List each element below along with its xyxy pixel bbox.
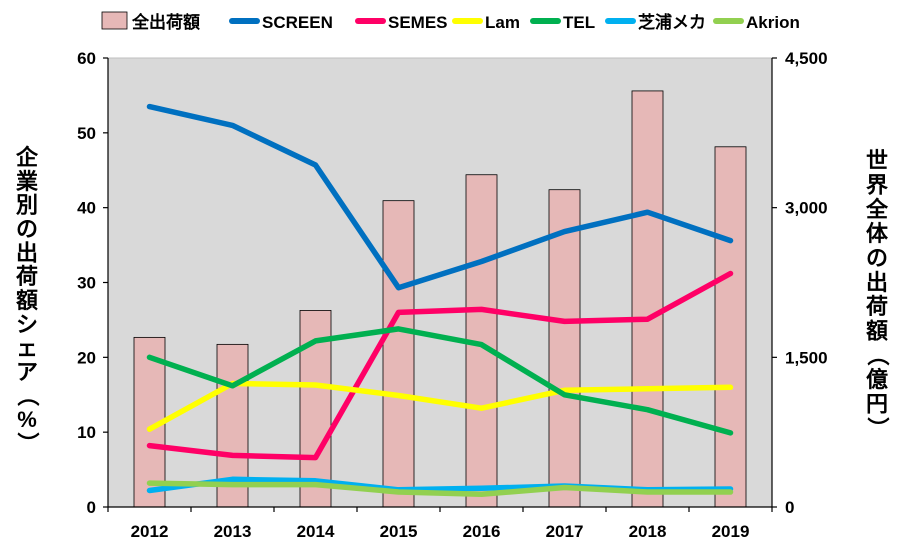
right-tick-label: 4,500	[785, 49, 828, 68]
legend-item-lam-3: Lam	[452, 13, 520, 32]
legend: 全出荷額 SCREEN SEMES Lam TEL 芝浦メカ Akrion	[101, 11, 800, 32]
axis-label-char: 業	[16, 169, 39, 194]
legend-item-tel-4: TEL	[530, 13, 595, 32]
axis-label-char: 出	[866, 270, 888, 295]
legend-label: 芝浦メカ	[638, 12, 706, 32]
legend-label: SEMES	[388, 13, 448, 32]
x-tick-label: 2014	[297, 522, 335, 541]
legend-label: Lam	[485, 13, 520, 32]
axis-label-char: の	[16, 216, 38, 241]
axis-label-char: （	[15, 384, 40, 406]
line-series	[146, 103, 734, 498]
x-tick-label: 2016	[463, 522, 501, 541]
line-akrion-5	[146, 480, 734, 498]
axis-label-char: 企	[15, 145, 39, 170]
axis-label-char: 世	[866, 148, 888, 173]
line-lam-2	[146, 380, 734, 432]
axis-label-char: ェ	[16, 336, 38, 361]
line-screen-0	[146, 103, 734, 291]
x-axis-ticks: 2012 2013 2014 2015 2016 2017 2018 2019	[107, 507, 773, 541]
left-tick-label: 50	[77, 124, 96, 143]
axis-label-char: %	[17, 407, 37, 432]
axis-label-char: ）	[15, 432, 40, 454]
x-tick-label: 2015	[380, 522, 418, 541]
axis-label-char: シ	[16, 312, 38, 337]
axis-label-char: 別	[16, 193, 38, 218]
axis-label-char: 出	[16, 240, 38, 265]
legend-label: TEL	[563, 13, 595, 32]
axis-label-char: 体	[866, 221, 889, 246]
legend-label: Akrion	[746, 13, 800, 32]
line-tel-3	[146, 326, 734, 436]
left-tick-label: 40	[77, 199, 96, 218]
legend-label: 全出荷額	[131, 12, 200, 32]
axis-label-char: 億	[866, 367, 888, 392]
left-axis-ticks: 0 10 20 30 40 50 60	[77, 49, 108, 517]
x-tick-label: 2018	[629, 522, 667, 541]
axis-label-char: 額	[16, 288, 38, 313]
bar-2019	[714, 146, 747, 508]
legend-swatch	[101, 11, 128, 30]
bar-2017	[548, 189, 581, 508]
plot-area	[107, 57, 773, 508]
x-tick-label: 2019	[712, 522, 750, 541]
line-semes-1	[146, 270, 734, 461]
legend-item-semes-2: SEMES	[355, 13, 448, 32]
legend-item-series-5: 芝浦メカ	[605, 12, 706, 32]
legend-item-akrion-6: Akrion	[713, 13, 800, 32]
axis-label-char: 荷	[866, 294, 888, 319]
axis-label-char: 全	[865, 197, 889, 222]
axis-label-char: （	[865, 344, 890, 366]
bar-2015	[382, 200, 415, 508]
left-tick-label: 10	[77, 423, 96, 442]
right-tick-label: 1,500	[785, 348, 828, 367]
x-tick-label: 2017	[546, 522, 584, 541]
axis-label-char: 荷	[16, 264, 38, 289]
legend-item-screen-1: SCREEN	[229, 13, 333, 32]
legend-label: SCREEN	[262, 13, 333, 32]
axis-label-char: ）	[865, 417, 890, 439]
right-tick-label: 3,000	[785, 199, 828, 218]
x-tick-label: 2012	[131, 522, 169, 541]
bar-2018	[631, 90, 664, 508]
axis-label-char: 額	[866, 319, 888, 344]
axis-label-char: ア	[16, 360, 38, 385]
axis-label-char: の	[866, 246, 888, 271]
right-tick-label: 0	[785, 498, 794, 517]
legend-item-series-0: 全出荷額	[101, 11, 200, 32]
axis-label-char: 界	[866, 173, 888, 198]
left-tick-label: 0	[87, 498, 96, 517]
left-tick-label: 30	[77, 274, 96, 293]
axis-label-char: 円	[866, 392, 888, 417]
left-tick-label: 20	[77, 348, 96, 367]
x-tick-label: 2013	[214, 522, 252, 541]
left-tick-label: 60	[77, 49, 96, 68]
right-axis-ticks: 0 1,500 3,000 4,500	[772, 49, 828, 517]
